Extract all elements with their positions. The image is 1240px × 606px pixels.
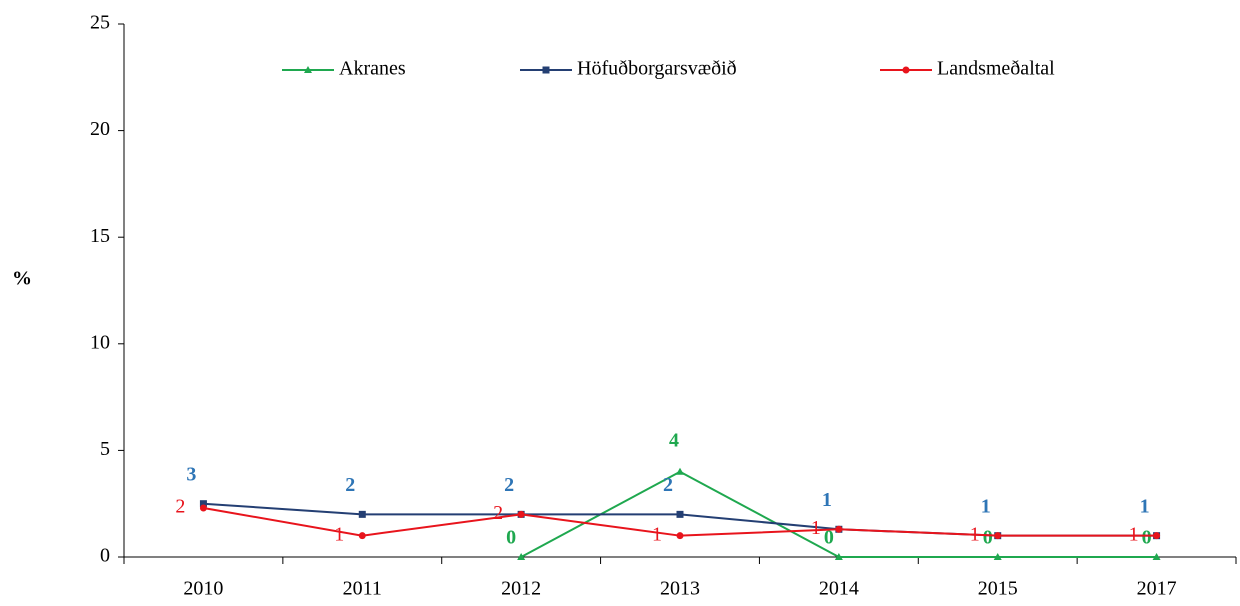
series-line bbox=[203, 502, 1157, 537]
data-label: 0 bbox=[983, 527, 993, 549]
marker bbox=[676, 532, 684, 540]
data-label: 2 bbox=[663, 474, 673, 496]
data-label: 2 bbox=[493, 502, 503, 524]
marker bbox=[834, 553, 843, 560]
data-label: 0 bbox=[506, 527, 516, 549]
marker bbox=[542, 66, 550, 74]
data-label: 1 bbox=[652, 523, 662, 545]
y-tick-label: 25 bbox=[90, 12, 110, 34]
x-tick-label: 2011 bbox=[343, 578, 382, 600]
y-tick-label: 15 bbox=[90, 225, 110, 247]
y-tick-label: 10 bbox=[90, 331, 110, 353]
data-label: 2 bbox=[504, 474, 514, 496]
legend-label: Landsmeðaltal bbox=[937, 58, 1055, 80]
x-tick-label: 2017 bbox=[1137, 578, 1177, 600]
x-tick-label: 2010 bbox=[183, 578, 223, 600]
data-label: 1 bbox=[822, 489, 832, 511]
x-tick-label: 2014 bbox=[819, 578, 859, 600]
marker bbox=[358, 510, 366, 518]
marker bbox=[199, 504, 207, 512]
x-tick-label: 2013 bbox=[660, 578, 700, 600]
data-label: 4 bbox=[669, 429, 679, 451]
marker bbox=[304, 66, 312, 73]
legend-label: Akranes bbox=[339, 58, 406, 80]
marker bbox=[517, 553, 526, 560]
data-label: 1 bbox=[970, 523, 980, 545]
marker bbox=[902, 66, 910, 74]
marker bbox=[994, 532, 1002, 540]
x-tick-label: 2012 bbox=[501, 578, 541, 600]
y-tick-label: 20 bbox=[90, 118, 110, 140]
data-label: 1 bbox=[981, 495, 991, 517]
marker bbox=[993, 553, 1002, 560]
legend-label: Höfuðborgarsvæðið bbox=[577, 58, 737, 80]
marker bbox=[835, 525, 843, 533]
x-tick-label: 2015 bbox=[978, 578, 1018, 600]
marker bbox=[358, 532, 366, 540]
data-label: 2 bbox=[345, 474, 355, 496]
y-tick-label: 5 bbox=[100, 438, 110, 460]
data-label: 0 bbox=[824, 527, 834, 549]
marker bbox=[1152, 553, 1161, 560]
data-label: 3 bbox=[186, 463, 196, 485]
data-label: 1 bbox=[1129, 523, 1139, 545]
data-label: 1 bbox=[811, 517, 821, 539]
data-label: 0 bbox=[1142, 527, 1152, 549]
marker bbox=[1153, 532, 1161, 540]
data-label: 2 bbox=[175, 496, 185, 518]
data-label: 1 bbox=[1140, 495, 1150, 517]
y-axis-label: % bbox=[12, 268, 32, 290]
y-tick-label: 0 bbox=[100, 545, 110, 567]
data-label: 1 bbox=[334, 523, 344, 545]
marker bbox=[199, 500, 207, 508]
marker bbox=[676, 467, 684, 475]
marker bbox=[517, 510, 525, 518]
marker bbox=[676, 510, 684, 518]
